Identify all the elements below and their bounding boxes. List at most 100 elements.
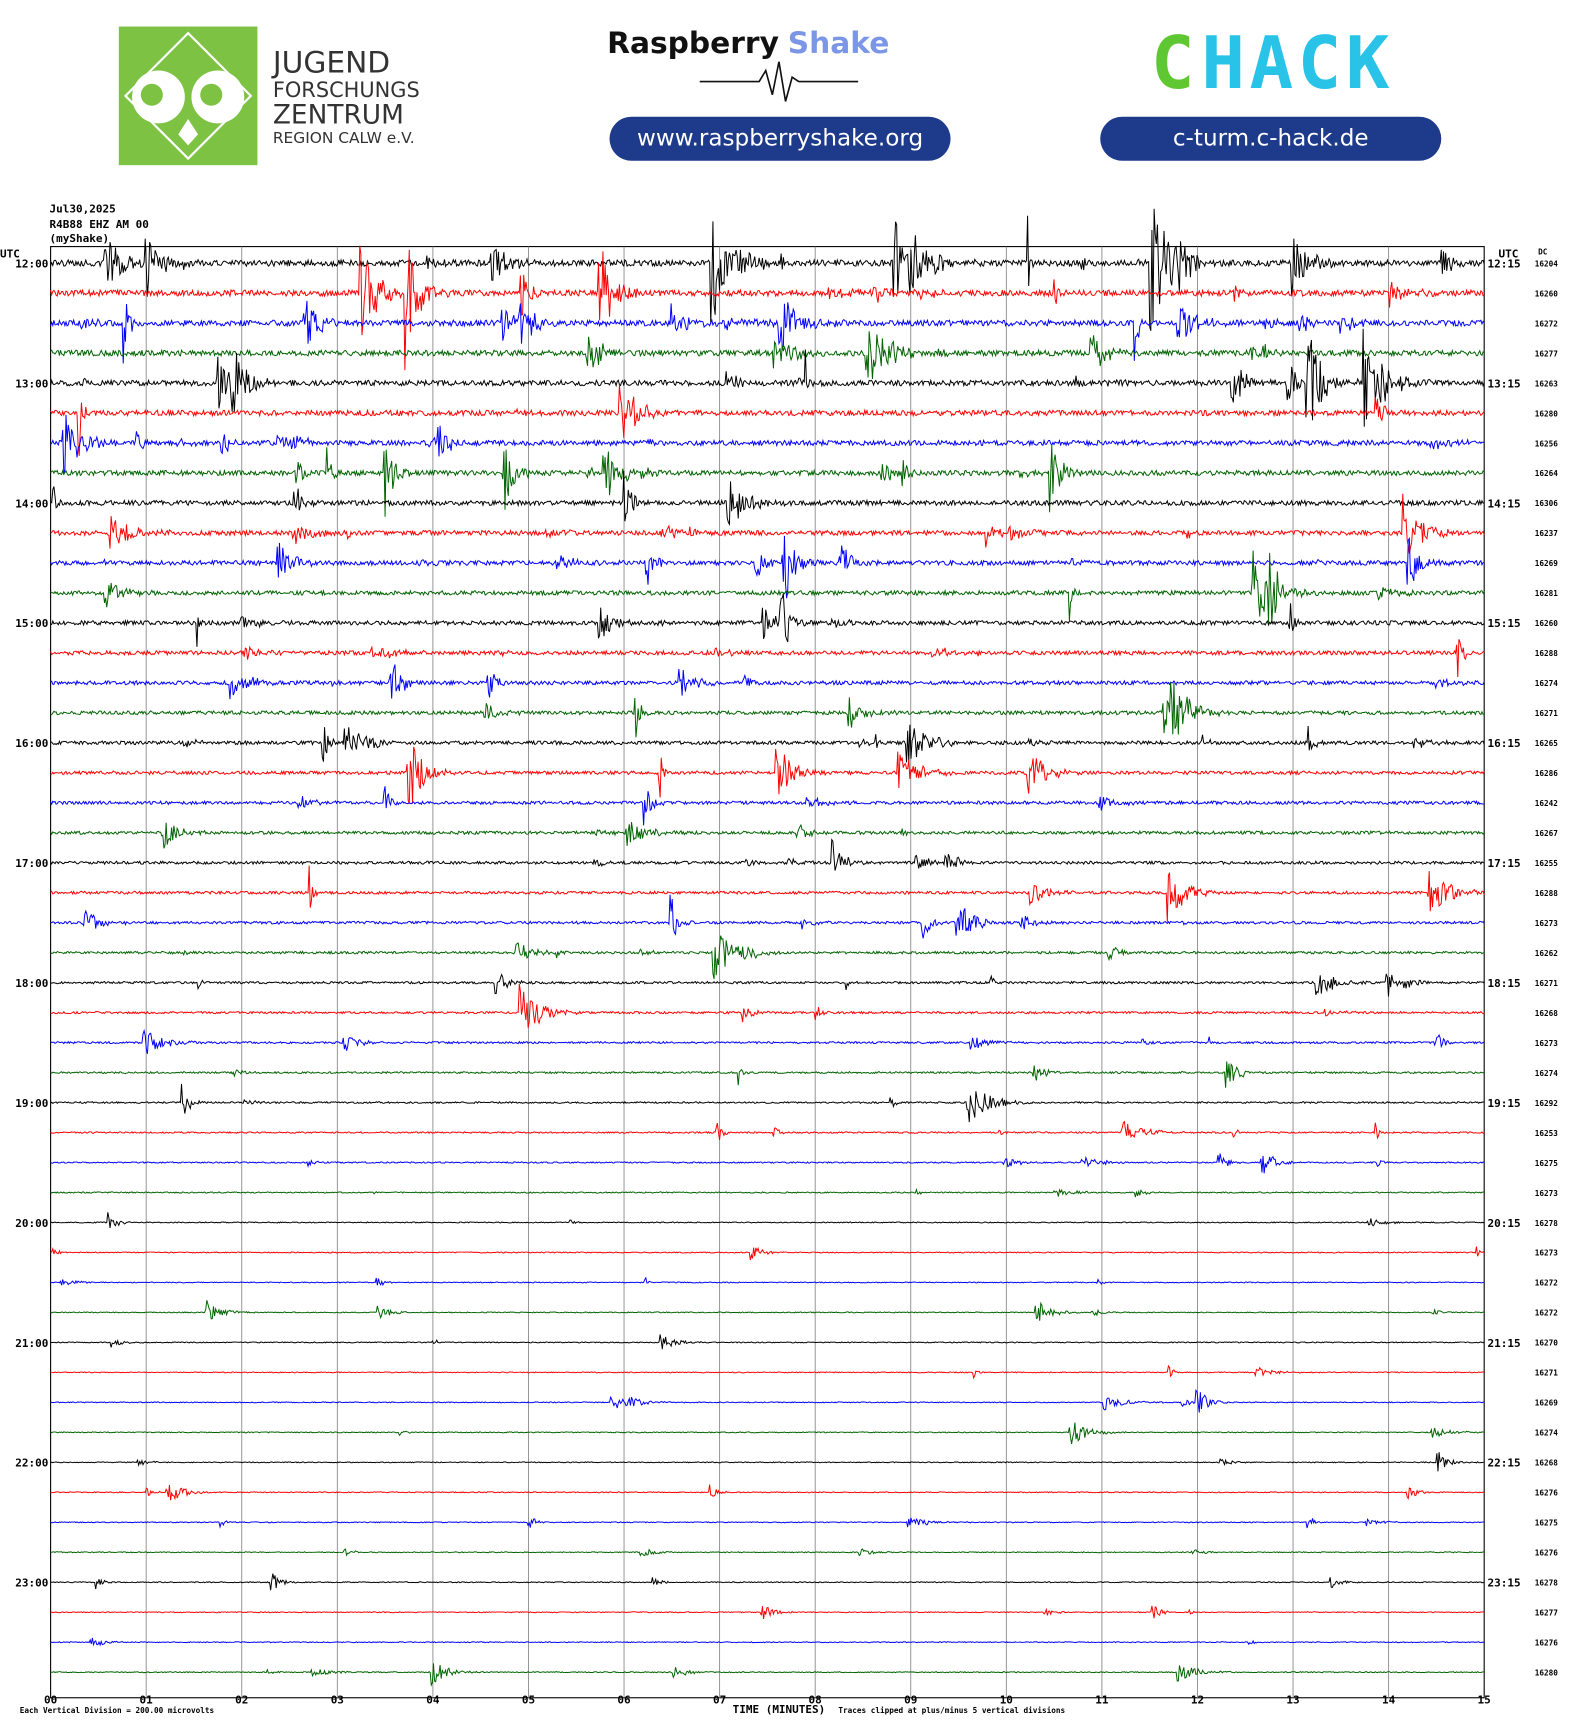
dc-value: 16274 — [1535, 1069, 1559, 1078]
jfz-text: JUGEND — [271, 46, 390, 81]
dc-label: DC — [1538, 247, 1548, 256]
dc-value: 16288 — [1535, 889, 1559, 898]
chack-c: C — [1151, 22, 1199, 106]
trace — [50, 983, 1485, 1028]
trace — [50, 664, 1485, 700]
dc-value: 16275 — [1535, 1159, 1559, 1168]
x-tick-label: 13 — [1286, 1693, 1299, 1706]
dc-value: 16264 — [1535, 469, 1559, 478]
trace — [50, 1517, 1485, 1529]
dc-value: 16204 — [1535, 259, 1559, 268]
left-time: 21:00 — [15, 1337, 48, 1350]
dc-value: 16260 — [1535, 289, 1559, 298]
trace — [50, 1120, 1485, 1141]
trace — [50, 1663, 1485, 1688]
date: Jul30,2025 — [50, 202, 116, 215]
trace — [50, 328, 1485, 427]
trace — [50, 1484, 1485, 1501]
x-tick-label: 10 — [1000, 1693, 1013, 1706]
station: R4B88 EHZ AM 00 — [50, 218, 149, 231]
trace — [50, 1187, 1485, 1198]
jfz-text: REGION CALW e.V. — [273, 129, 415, 147]
right-time: 17:15 — [1487, 857, 1520, 870]
trace — [50, 682, 1485, 738]
jfz-text: ZENTRUM — [273, 99, 404, 130]
dc-value: 16263 — [1535, 379, 1559, 388]
x-tick-label: 06 — [617, 1693, 631, 1706]
left-unit: UTC — [0, 248, 20, 261]
dc-value: 16276 — [1535, 1489, 1559, 1498]
trace — [50, 535, 1485, 599]
trace — [50, 935, 1485, 980]
dc-value: 16277 — [1535, 1609, 1559, 1618]
x-label: TIME (MINUTES) — [733, 1703, 826, 1716]
left-time: 23:00 — [15, 1577, 48, 1590]
trace — [50, 639, 1485, 678]
dc-value: 16267 — [1535, 829, 1559, 838]
footer-clip: Traces clipped at plus/minus 5 vertical … — [838, 1706, 1065, 1715]
dc-value: 16281 — [1535, 589, 1559, 598]
left-time: 16:00 — [15, 737, 48, 750]
dc-value: 16269 — [1535, 559, 1559, 568]
dc-value: 16276 — [1535, 1638, 1559, 1647]
footer-scale: Each Vertical Division = 200.00 microvol… — [20, 1706, 214, 1715]
x-tick-label: 09 — [904, 1693, 917, 1706]
right-time: 20:15 — [1487, 1217, 1520, 1230]
trace — [50, 1212, 1485, 1229]
dc-value: 16272 — [1535, 1279, 1558, 1288]
trace — [50, 208, 1485, 331]
left-time: 19:00 — [15, 1097, 48, 1110]
trace — [50, 822, 1485, 849]
network: (myShake) — [50, 232, 110, 245]
rs-logo: Raspberry Shake www.raspberryshake.org — [607, 26, 951, 161]
dc-value: 16306 — [1535, 499, 1559, 508]
dc-value: 16275 — [1535, 1519, 1559, 1528]
trace — [50, 1334, 1485, 1350]
x-tick-label: 07 — [713, 1693, 726, 1706]
x-tick-label: 02 — [235, 1693, 248, 1706]
trace — [50, 550, 1485, 624]
trace — [50, 245, 1485, 371]
dc-value: 16280 — [1535, 1668, 1559, 1677]
trace — [50, 300, 1485, 364]
trace — [50, 1276, 1485, 1287]
trace — [50, 746, 1485, 804]
x-tick-label: 14 — [1382, 1693, 1396, 1706]
right-time: 21:15 — [1487, 1337, 1520, 1350]
dc-value: 16274 — [1535, 1429, 1559, 1438]
trace — [50, 1364, 1485, 1380]
right-time: 19:15 — [1487, 1097, 1520, 1110]
dc-value: 16237 — [1535, 529, 1559, 538]
trace — [50, 1548, 1485, 1557]
trace — [50, 724, 1485, 763]
dc-value: 16255 — [1535, 859, 1559, 868]
rs-url-box — [609, 116, 951, 161]
logo-beak — [178, 118, 199, 146]
chack-logo: C HACK c-turm.c-hack.de — [1100, 22, 1442, 161]
trace — [50, 1061, 1485, 1088]
trace — [50, 1300, 1485, 1321]
x-tick-label: 04 — [426, 1693, 440, 1706]
right-time: 22:15 — [1487, 1457, 1520, 1470]
right-time: 12:15 — [1487, 257, 1520, 270]
x-tick-label: 05 — [522, 1693, 535, 1706]
trace — [50, 865, 1485, 922]
labels: 00 01 02 03 04 05 06 07 08 09 10 11 12 13 14 15 16204 162… — [15, 257, 1558, 1706]
trace — [50, 1083, 1485, 1123]
left-time: 20:00 — [15, 1217, 48, 1230]
logo-pupil — [200, 83, 223, 106]
jfz-text: FORSCHUNGS — [273, 78, 420, 102]
left-time: 15:00 — [15, 617, 48, 630]
trace — [50, 1028, 1485, 1054]
trace — [50, 384, 1485, 456]
trace — [50, 444, 1485, 517]
right-time: 18:15 — [1487, 977, 1520, 990]
trace — [50, 1153, 1485, 1174]
dc-value: 16270 — [1535, 1339, 1559, 1348]
x-tick-label: 15 — [1478, 1693, 1491, 1706]
dc-value: 16265 — [1535, 739, 1559, 748]
dc-value: 16277 — [1535, 349, 1559, 358]
right-time: 14:15 — [1487, 497, 1520, 510]
